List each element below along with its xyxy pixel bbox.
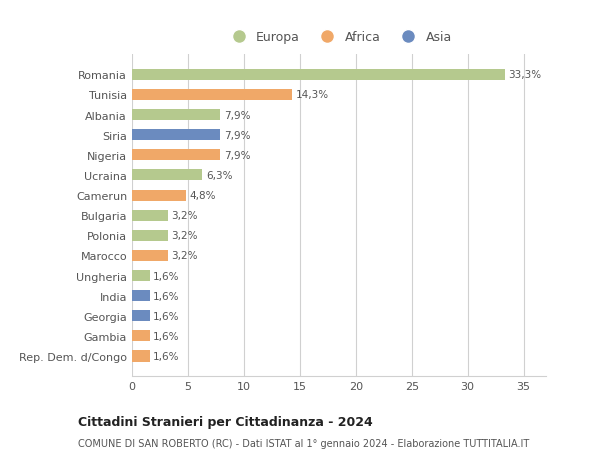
Text: 14,3%: 14,3% (295, 90, 328, 100)
Bar (132, 250, 168, 262)
Bar (132, 130, 220, 141)
Bar (132, 311, 150, 322)
Text: 1,6%: 1,6% (153, 351, 180, 361)
Bar (132, 170, 202, 181)
Text: 7,9%: 7,9% (224, 151, 250, 161)
Bar (132, 150, 220, 161)
Bar (132, 330, 150, 341)
Text: 6,3%: 6,3% (206, 171, 232, 180)
Text: 4,8%: 4,8% (189, 190, 215, 201)
Text: 1,6%: 1,6% (153, 291, 180, 301)
Text: 1,6%: 1,6% (153, 331, 180, 341)
Text: 3,2%: 3,2% (171, 211, 197, 221)
Bar (132, 270, 150, 281)
Text: 7,9%: 7,9% (224, 110, 250, 120)
Bar (132, 291, 150, 302)
Text: 3,2%: 3,2% (171, 251, 197, 261)
Text: 7,9%: 7,9% (224, 130, 250, 140)
Bar (132, 70, 505, 81)
Text: COMUNE DI SAN ROBERTO (RC) - Dati ISTAT al 1° gennaio 2024 - Elaborazione TUTTIT: COMUNE DI SAN ROBERTO (RC) - Dati ISTAT … (78, 438, 529, 448)
Bar (132, 210, 168, 221)
Text: 1,6%: 1,6% (153, 311, 180, 321)
Bar (132, 230, 168, 241)
Legend: Europa, Africa, Asia: Europa, Africa, Asia (221, 26, 457, 49)
Text: 1,6%: 1,6% (153, 271, 180, 281)
Text: 3,2%: 3,2% (171, 231, 197, 241)
Text: 33,3%: 33,3% (508, 70, 541, 80)
Bar (132, 351, 150, 362)
Bar (132, 110, 220, 121)
Bar (132, 90, 292, 101)
Bar (132, 190, 186, 201)
Text: Cittadini Stranieri per Cittadinanza - 2024: Cittadini Stranieri per Cittadinanza - 2… (78, 415, 373, 428)
